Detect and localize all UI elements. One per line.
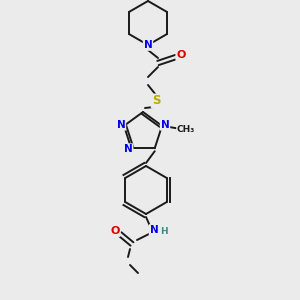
Text: CH₃: CH₃ (177, 125, 195, 134)
Text: S: S (152, 94, 160, 107)
Text: N: N (160, 120, 169, 130)
Text: N: N (117, 120, 125, 130)
Text: N: N (144, 40, 152, 50)
Text: N: N (150, 225, 158, 235)
Text: N: N (124, 144, 133, 154)
Text: O: O (110, 226, 120, 236)
Text: H: H (160, 226, 168, 236)
Text: O: O (176, 50, 186, 60)
